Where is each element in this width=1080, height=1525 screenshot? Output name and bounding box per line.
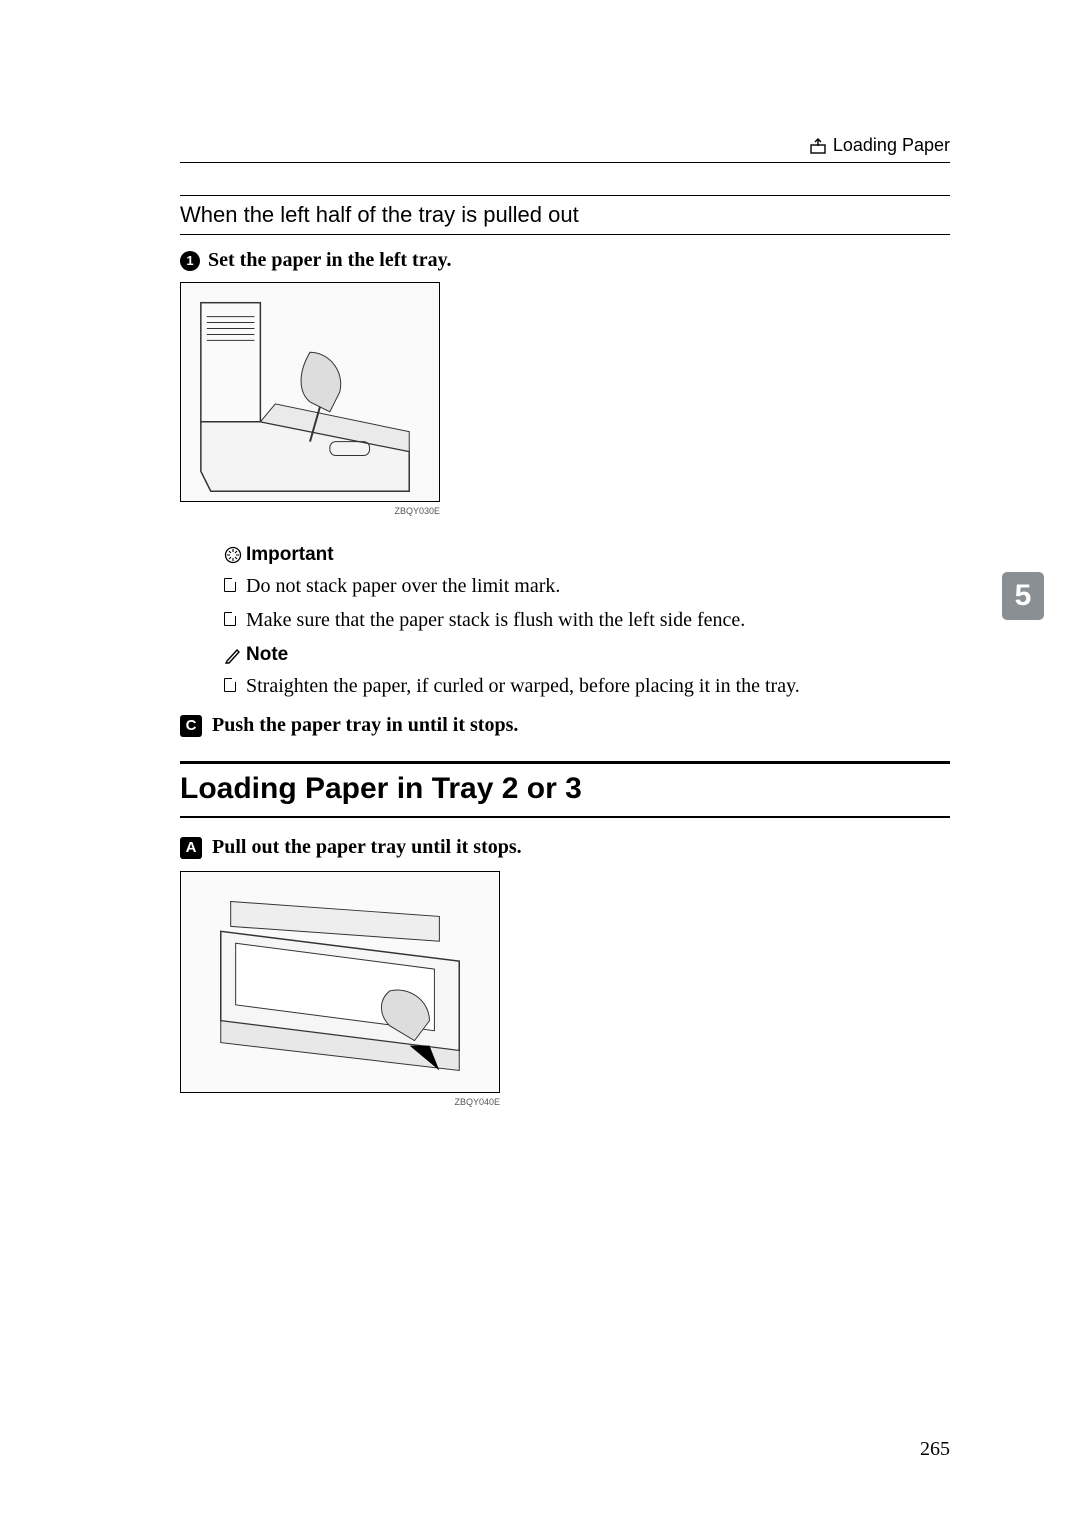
figure-1-caption: ZBQY030E xyxy=(180,506,440,516)
section-heading-tray23: Loading Paper in Tray 2 or 3 xyxy=(180,761,950,818)
important-item-1-text: Do not stack paper over the limit mark. xyxy=(246,572,560,600)
figure-pull-tray xyxy=(180,871,500,1093)
step-c-text: Push the paper tray in until it stops. xyxy=(212,714,518,737)
step-a2-text: Pull out the paper tray until it stops. xyxy=(212,836,522,859)
substep-a-text: Set the paper in the left tray. xyxy=(208,249,452,272)
step-c: C Push the paper tray in until it stops. xyxy=(180,714,950,737)
important-item-1: Do not stack paper over the limit mark. xyxy=(224,572,950,600)
step-c-bullet: C xyxy=(180,715,202,737)
step-a2-bullet: A xyxy=(180,837,202,859)
important-item-2-text: Make sure that the paper stack is flush … xyxy=(246,606,745,634)
substep-a: 1 Set the paper in the left tray. xyxy=(180,249,950,272)
note-block: Note Straighten the paper, if curled or … xyxy=(224,644,950,700)
important-label: Important xyxy=(246,544,334,566)
figure-2-caption: ZBQY040E xyxy=(180,1097,500,1107)
bullet-icon xyxy=(224,612,236,626)
note-label: Note xyxy=(246,644,288,666)
loading-paper-icon xyxy=(809,137,827,155)
running-header-text: Loading Paper xyxy=(833,135,950,156)
important-block: Important Do not stack paper over the li… xyxy=(224,544,950,634)
note-item-1-text: Straighten the paper, if curled or warpe… xyxy=(246,672,800,700)
substep-bullet-1: 1 xyxy=(180,251,200,271)
step-a2: A Pull out the paper tray until it stops… xyxy=(180,836,950,859)
bullet-icon xyxy=(224,678,236,692)
note-item-1: Straighten the paper, if curled or warpe… xyxy=(224,672,950,700)
bullet-icon xyxy=(224,578,236,592)
figure-left-tray xyxy=(180,282,440,502)
important-item-2: Make sure that the paper stack is flush … xyxy=(224,606,950,634)
important-icon xyxy=(224,546,242,564)
subsection-title: When the left half of the tray is pulled… xyxy=(180,195,950,235)
chapter-tab: 5 xyxy=(1002,572,1044,620)
running-header: Loading Paper xyxy=(180,135,950,163)
page-number: 265 xyxy=(920,1438,950,1461)
note-icon xyxy=(224,646,242,664)
